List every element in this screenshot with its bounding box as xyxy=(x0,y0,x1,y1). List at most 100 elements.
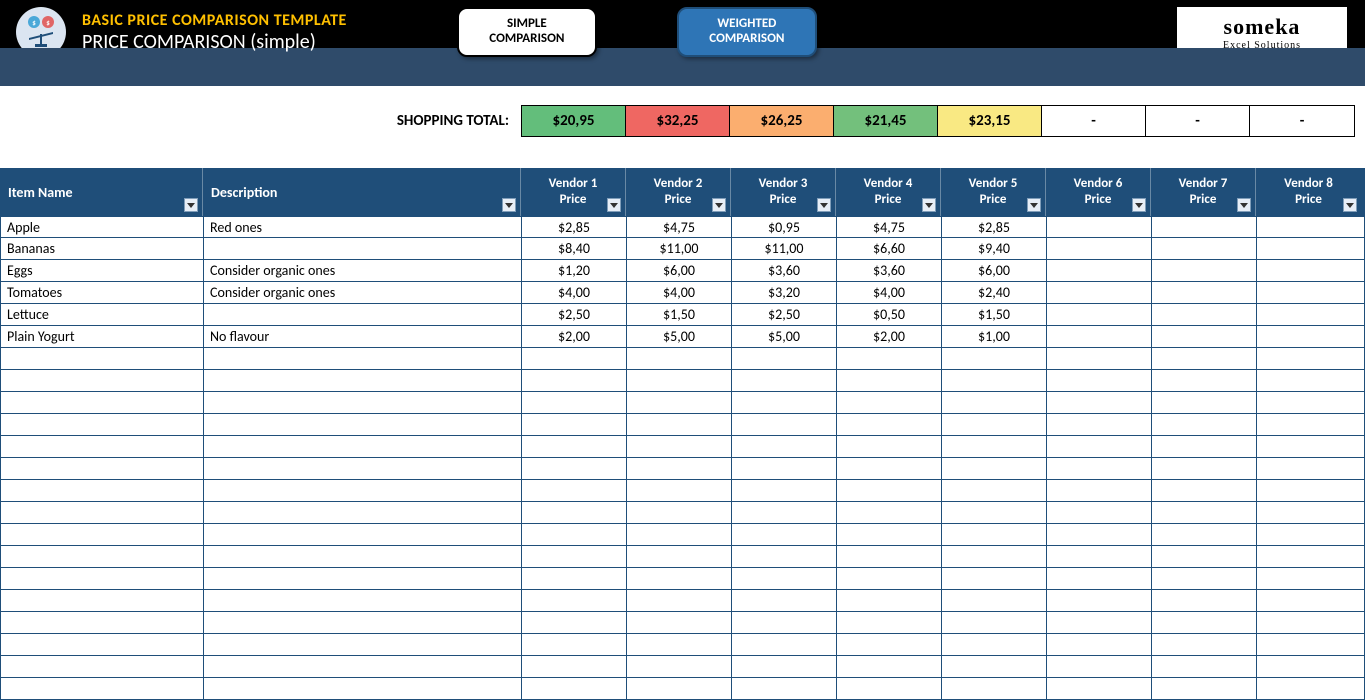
cell-description[interactable]: Red ones xyxy=(204,217,522,237)
cell-price[interactable] xyxy=(1152,414,1257,435)
cell-price[interactable] xyxy=(837,546,942,567)
cell-price[interactable] xyxy=(732,480,837,501)
cell-price[interactable] xyxy=(627,656,732,677)
cell-price[interactable]: $0,50 xyxy=(837,304,942,325)
cell-price[interactable] xyxy=(1257,348,1362,369)
table-row[interactable] xyxy=(1,414,1364,436)
cell-description[interactable] xyxy=(204,678,522,699)
cell-price[interactable]: $3,60 xyxy=(732,260,837,281)
cell-price[interactable]: $1,00 xyxy=(942,326,1047,347)
cell-price[interactable] xyxy=(732,524,837,545)
filter-dropdown-icon[interactable] xyxy=(607,198,621,212)
cell-price[interactable] xyxy=(1257,590,1362,611)
cell-price[interactable] xyxy=(732,568,837,589)
cell-price[interactable] xyxy=(1152,480,1257,501)
cell-description[interactable] xyxy=(204,370,522,391)
cell-price[interactable] xyxy=(1152,656,1257,677)
cell-price[interactable] xyxy=(522,590,627,611)
cell-description[interactable] xyxy=(204,238,522,259)
cell-price[interactable]: $5,00 xyxy=(732,326,837,347)
column-header-description[interactable]: Description xyxy=(203,168,521,216)
cell-price[interactable]: $4,00 xyxy=(627,282,732,303)
cell-price[interactable] xyxy=(1047,392,1152,413)
cell-price[interactable]: $2,40 xyxy=(942,282,1047,303)
cell-price[interactable] xyxy=(627,590,732,611)
cell-price[interactable] xyxy=(942,370,1047,391)
cell-price[interactable] xyxy=(942,678,1047,699)
cell-price[interactable] xyxy=(1047,502,1152,523)
cell-price[interactable] xyxy=(627,436,732,457)
cell-price[interactable]: $2,50 xyxy=(732,304,837,325)
cell-price[interactable] xyxy=(627,480,732,501)
cell-price[interactable]: $4,75 xyxy=(837,217,942,237)
filter-dropdown-icon[interactable] xyxy=(922,198,936,212)
cell-price[interactable] xyxy=(627,612,732,633)
table-row[interactable]: AppleRed ones$2,85$4,75$0,95$4,75$2,85 xyxy=(1,216,1364,238)
cell-price[interactable]: $3,20 xyxy=(732,282,837,303)
cell-price[interactable] xyxy=(522,546,627,567)
tab-weighted-comparison[interactable]: WEIGHTED COMPARISON xyxy=(677,7,817,57)
cell-price[interactable] xyxy=(837,678,942,699)
cell-price[interactable] xyxy=(1257,524,1362,545)
cell-price[interactable] xyxy=(732,348,837,369)
cell-description[interactable] xyxy=(204,348,522,369)
cell-price[interactable] xyxy=(837,480,942,501)
cell-price[interactable] xyxy=(627,568,732,589)
cell-price[interactable] xyxy=(522,502,627,523)
cell-price[interactable] xyxy=(942,480,1047,501)
cell-price[interactable] xyxy=(1257,392,1362,413)
cell-item-name[interactable] xyxy=(1,656,204,677)
cell-price[interactable] xyxy=(732,458,837,479)
cell-price[interactable] xyxy=(1152,217,1257,237)
cell-item-name[interactable] xyxy=(1,612,204,633)
cell-price[interactable] xyxy=(1152,282,1257,303)
cell-price[interactable] xyxy=(522,480,627,501)
cell-price[interactable] xyxy=(522,436,627,457)
column-header-vendor[interactable]: Vendor 2Price xyxy=(626,168,731,216)
cell-price[interactable]: $11,00 xyxy=(732,238,837,259)
filter-dropdown-icon[interactable] xyxy=(502,198,516,212)
cell-price[interactable]: $4,00 xyxy=(837,282,942,303)
table-row[interactable] xyxy=(1,502,1364,524)
cell-price[interactable] xyxy=(732,370,837,391)
cell-item-name[interactable]: Bananas xyxy=(1,238,204,259)
cell-price[interactable] xyxy=(1047,238,1152,259)
cell-price[interactable] xyxy=(732,634,837,655)
table-row[interactable] xyxy=(1,546,1364,568)
cell-item-name[interactable] xyxy=(1,392,204,413)
cell-price[interactable] xyxy=(627,458,732,479)
cell-price[interactable] xyxy=(837,370,942,391)
cell-price[interactable] xyxy=(942,546,1047,567)
filter-dropdown-icon[interactable] xyxy=(1343,198,1357,212)
cell-price[interactable] xyxy=(1047,590,1152,611)
column-header-vendor[interactable]: Vendor 3Price xyxy=(731,168,836,216)
cell-price[interactable] xyxy=(837,414,942,435)
cell-price[interactable] xyxy=(1152,612,1257,633)
cell-price[interactable] xyxy=(732,612,837,633)
cell-price[interactable] xyxy=(1152,458,1257,479)
cell-price[interactable]: $2,85 xyxy=(942,217,1047,237)
cell-price[interactable] xyxy=(837,524,942,545)
cell-price[interactable] xyxy=(1257,260,1362,281)
cell-price[interactable] xyxy=(732,502,837,523)
cell-price[interactable] xyxy=(627,502,732,523)
table-row[interactable] xyxy=(1,348,1364,370)
table-row[interactable] xyxy=(1,392,1364,414)
cell-item-name[interactable] xyxy=(1,458,204,479)
cell-item-name[interactable] xyxy=(1,436,204,457)
cell-item-name[interactable]: Eggs xyxy=(1,260,204,281)
cell-price[interactable] xyxy=(732,546,837,567)
cell-price[interactable] xyxy=(1257,458,1362,479)
cell-price[interactable]: $9,40 xyxy=(942,238,1047,259)
cell-description[interactable] xyxy=(204,392,522,413)
cell-price[interactable]: $1,20 xyxy=(522,260,627,281)
cell-price[interactable] xyxy=(1152,326,1257,347)
cell-price[interactable] xyxy=(1257,480,1362,501)
cell-item-name[interactable] xyxy=(1,678,204,699)
cell-item-name[interactable] xyxy=(1,502,204,523)
cell-price[interactable] xyxy=(627,524,732,545)
cell-price[interactable] xyxy=(942,348,1047,369)
filter-dropdown-icon[interactable] xyxy=(1027,198,1041,212)
column-header-vendor[interactable]: Vendor 4Price xyxy=(836,168,941,216)
cell-price[interactable] xyxy=(522,612,627,633)
